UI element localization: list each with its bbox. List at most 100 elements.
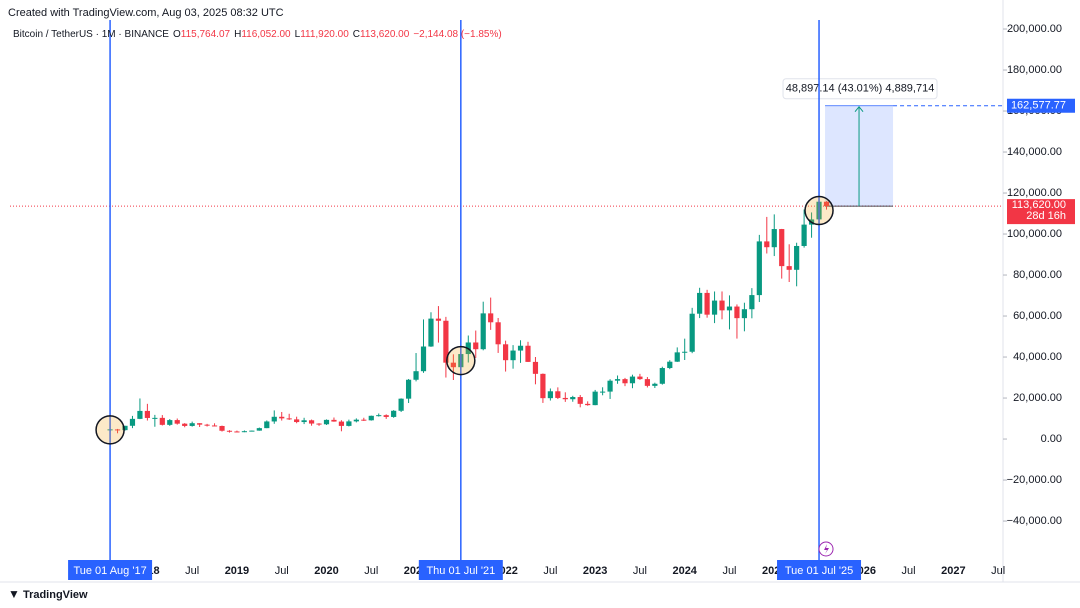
marker-label: Tue 01 Jul '25 [785, 565, 853, 577]
candle-body [682, 351, 688, 353]
candle-body [726, 306, 733, 311]
candle-body [622, 379, 628, 384]
candle-body [338, 421, 345, 426]
candle-body [495, 322, 501, 345]
candle-body [480, 313, 486, 350]
x-tick-label: Jul [902, 565, 916, 577]
candle-body [704, 292, 710, 315]
candle-body [211, 425, 218, 427]
candle-body [197, 423, 203, 425]
ohlc-value: 116,052.00 [241, 29, 291, 40]
highlight-circle [446, 345, 476, 376]
candle-body [249, 430, 255, 432]
candle-body [577, 397, 583, 404]
candle-body [234, 431, 240, 433]
x-tick-label: Jul [633, 565, 647, 577]
candle-body [241, 431, 248, 433]
footer: ▼ TradingView [8, 587, 88, 601]
measure-badge [1007, 98, 1075, 113]
ohlc-value: 113,620.00 [360, 29, 410, 40]
candle-body [376, 415, 382, 417]
candle-body [428, 318, 434, 347]
candle-body [443, 320, 449, 363]
candle-body [614, 379, 621, 381]
y-tick-label: 60,000.00 [1013, 310, 1062, 322]
y-tick-label: 80,000.00 [1013, 269, 1062, 281]
candle-body [323, 419, 330, 425]
measure-arrowhead [854, 105, 864, 113]
candle-body [122, 425, 128, 431]
x-tick-label: Jul [543, 565, 557, 577]
candle-body [652, 383, 658, 386]
y-tick-label: 100,000.00 [1007, 228, 1062, 240]
candle-body [711, 300, 718, 315]
candle-body [316, 423, 322, 425]
plot [10, 105, 1003, 434]
candle-body [204, 424, 210, 426]
candle-body [391, 410, 397, 417]
y-tick-label: 140,000.00 [1007, 146, 1062, 158]
candle-body [144, 410, 150, 418]
candle-body [137, 410, 143, 419]
candle-body [801, 224, 807, 246]
marker-label-bg [418, 560, 503, 580]
marker-label-bg [68, 560, 153, 580]
candle-body [741, 309, 748, 319]
candle-body [361, 419, 367, 421]
candle-body [764, 241, 770, 248]
candle-body [555, 391, 561, 398]
measure-badge-label: 162,577.77 [1011, 100, 1066, 112]
candle-body [547, 391, 553, 399]
x-tick-label: Jul [275, 565, 289, 577]
y-tick-label: −40,000.00 [1007, 515, 1062, 527]
x-tick-label: Jul [991, 565, 1005, 577]
candle-body [525, 345, 531, 362]
x-tick-label: 2024 [672, 565, 697, 577]
candle-body [159, 417, 165, 425]
candle-body [368, 415, 374, 421]
price-countdown: 28d 16h [1026, 210, 1066, 222]
candle-body [413, 371, 419, 380]
candle-body [308, 420, 315, 424]
candle-body [435, 318, 442, 321]
price-badge-label: 113,620.00 [1012, 199, 1066, 211]
candle-body [786, 266, 792, 270]
x-tick-label: Jul [364, 565, 378, 577]
price-badge [1007, 199, 1075, 225]
candle-body [517, 345, 524, 351]
candle-body [592, 391, 598, 406]
candle-body [383, 415, 389, 417]
candle-body [719, 300, 725, 311]
candle-body [562, 397, 568, 400]
y-tick-label: 120,000.00 [1007, 187, 1062, 199]
ohlc-value: 115,764.07 [180, 29, 231, 40]
measure-label-bg [782, 78, 938, 100]
ohlc-key: O [172, 29, 181, 40]
y-tick-label: 180,000.00 [1007, 64, 1062, 76]
watermark: Created with TradingView.com, Aug 03, 20… [8, 7, 284, 19]
candle-body [749, 295, 755, 310]
x-tick-label: 2027 [941, 565, 965, 577]
x-tick-label: 2020 [314, 565, 338, 577]
change: −2,144.08 (−1.85%) [413, 29, 502, 40]
candle-body [271, 416, 277, 422]
candle-body [488, 313, 494, 323]
candle-body [279, 416, 285, 419]
candle-body [734, 306, 740, 319]
ohlc-key: H [234, 29, 242, 40]
candle-body [353, 419, 359, 422]
ohlc-value: 111,920.00 [300, 29, 349, 40]
candle-body [420, 346, 427, 372]
candle-body [697, 292, 703, 314]
candle-body [256, 428, 262, 431]
candle-body [570, 397, 576, 400]
candle-body [667, 361, 673, 369]
candle-body [644, 379, 650, 386]
candle-body [114, 429, 121, 431]
candle-body [540, 373, 546, 399]
candle-body [674, 352, 680, 362]
candle-body [405, 379, 412, 399]
y-tick-label: 200,000.00 [1007, 23, 1062, 35]
